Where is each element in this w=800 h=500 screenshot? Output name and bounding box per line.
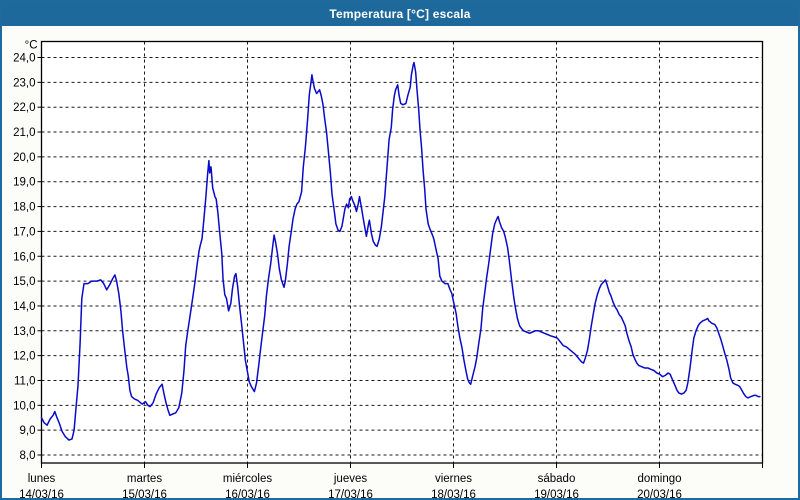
x-day-date-label: 15/03/16 — [122, 489, 167, 498]
x-day-date-label: 19/03/16 — [534, 489, 579, 498]
y-tick-label: 12,0 — [13, 351, 35, 363]
y-tick-label: 15,0 — [13, 276, 35, 288]
x-day-date-label: 16/03/16 — [225, 489, 270, 498]
y-tick-label: 23,0 — [13, 77, 35, 89]
chart-area: 8,0 9,0 10,0 11,0 12,0 13,0 14,0 15,0 16,0 17,0 18… — [2, 26, 798, 498]
x-day-date-label: 20/03/16 — [637, 489, 682, 498]
x-day-name-label: viernes — [435, 473, 472, 485]
temperature-line-chart: 8,0 9,0 10,0 11,0 12,0 13,0 14,0 15,0 16,0 17,0 18… — [13, 40, 764, 498]
x-day-name-label: martes — [127, 473, 162, 485]
x-day-date-label: 18/03/16 — [431, 489, 476, 498]
y-tick-label: 8,0 — [20, 450, 36, 462]
x-day-date-label: 17/03/16 — [328, 489, 373, 498]
y-tick-label: 16,0 — [13, 251, 35, 263]
y-tick-label: 17,0 — [13, 226, 35, 238]
y-tick-label: 11,0 — [14, 375, 36, 387]
x-day-name-label: miércoles — [223, 473, 272, 485]
window-title: Temperatura [°C] escala — [329, 7, 471, 21]
x-day-name-label: domingo — [637, 473, 681, 485]
x-day-date-label: 14/03/16 — [19, 489, 64, 498]
y-tick-label: 19,0 — [13, 177, 35, 189]
y-axis-unit-label: °C — [25, 40, 38, 52]
y-tick-label: 13,0 — [13, 326, 35, 338]
y-tick-label: 24,0 — [13, 53, 35, 65]
plot-border — [40, 40, 764, 464]
y-tick-label: 14,0 — [13, 301, 35, 313]
y-tick-label: 9,0 — [20, 425, 36, 437]
y-tick-label: 10,0 — [13, 400, 35, 412]
y-tick-label: 20,0 — [13, 152, 35, 164]
y-tick-label: 21,0 — [13, 127, 35, 139]
x-day-name-label: jueves — [333, 473, 367, 485]
y-tick-label: 22,0 — [13, 102, 35, 114]
title-bar: Temperatura [°C] escala — [2, 2, 798, 26]
x-day-name-label: sábado — [538, 473, 576, 485]
temperature-line — [40, 61, 761, 441]
x-day-name-label: lunes — [28, 473, 56, 485]
y-tick-label: 18,0 — [13, 202, 35, 214]
plot-background — [41, 41, 763, 463]
